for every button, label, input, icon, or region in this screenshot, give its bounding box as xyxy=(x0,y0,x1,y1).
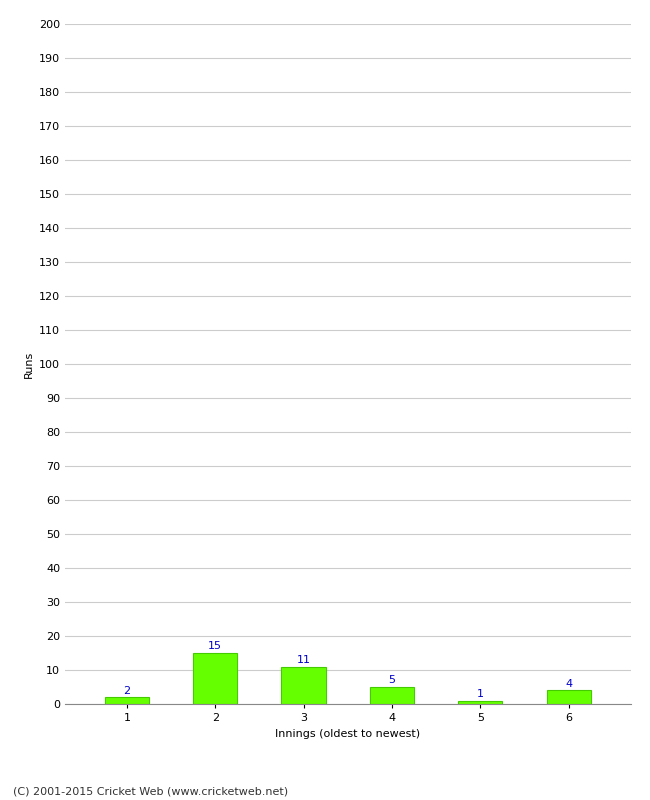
Bar xyxy=(547,690,591,704)
Bar xyxy=(370,687,414,704)
Bar xyxy=(105,697,149,704)
Text: 11: 11 xyxy=(296,655,311,665)
Text: (C) 2001-2015 Cricket Web (www.cricketweb.net): (C) 2001-2015 Cricket Web (www.cricketwe… xyxy=(13,786,288,796)
Text: 5: 5 xyxy=(389,675,395,686)
X-axis label: Innings (oldest to newest): Innings (oldest to newest) xyxy=(275,729,421,738)
Text: 4: 4 xyxy=(565,678,572,689)
Bar xyxy=(193,653,237,704)
Text: 15: 15 xyxy=(208,642,222,651)
Y-axis label: Runs: Runs xyxy=(23,350,33,378)
Bar xyxy=(281,666,326,704)
Bar xyxy=(458,701,502,704)
Text: 2: 2 xyxy=(124,686,131,695)
Text: 1: 1 xyxy=(477,689,484,699)
